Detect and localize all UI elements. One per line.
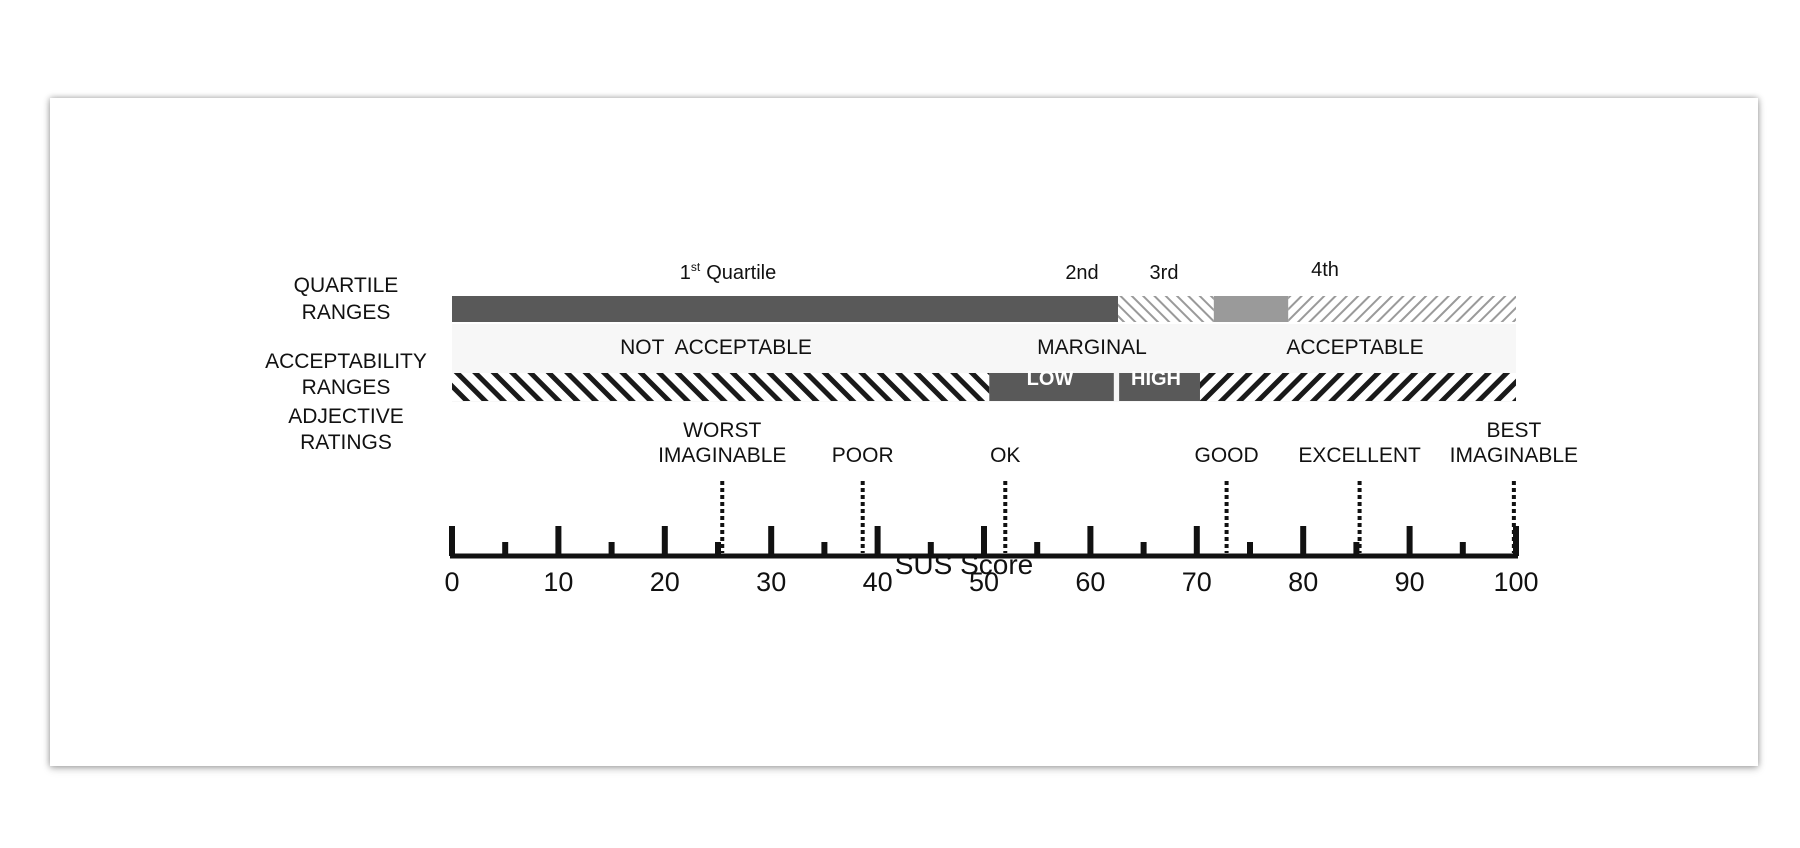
- minor-tick: [608, 542, 615, 556]
- adjective-label: IMAGINABLE: [658, 444, 786, 467]
- acceptability-bar-high: [1119, 373, 1200, 401]
- acceptability-labels: NOT ACCEPTABLE MARGINAL ACCEPTABLE: [620, 336, 1424, 359]
- quartile-4-label: 4th: [1311, 259, 1339, 281]
- quartile-bar-1st: [452, 296, 1119, 322]
- row-labels: QUARTILE RANGES ACCEPTABILITY RANGES ADJ…: [265, 274, 427, 454]
- quartile-label-line2: RANGES: [302, 301, 391, 324]
- tick-label: 20: [650, 567, 680, 597]
- tick-label: 70: [1182, 567, 1212, 597]
- quartile-3-label: 3rd: [1150, 262, 1179, 284]
- marginal-high-label: HIGH: [1131, 368, 1181, 390]
- quartile-bars: [452, 296, 1516, 322]
- adjective-label: GOOD: [1195, 444, 1259, 467]
- quartile-label-line1: QUARTILE: [294, 274, 399, 297]
- quartile-bar-2nd: [1118, 296, 1214, 322]
- minor-tick: [715, 542, 721, 556]
- acceptable-label: ACCEPTABLE: [1286, 336, 1423, 359]
- axis-title: SUS Score: [895, 549, 1034, 580]
- major-tick: [874, 526, 881, 556]
- major-tick: [768, 526, 775, 556]
- quartile-labels: 1st Quartile 2nd 3rd 4th: [680, 259, 1339, 284]
- adjective-label: EXCELLENT: [1298, 444, 1421, 467]
- figure-card: QUARTILE RANGES ACCEPTABILITY RANGES ADJ…: [50, 98, 1758, 766]
- minor-tick: [1247, 542, 1253, 556]
- acceptability-bars: [452, 324, 1516, 402]
- adjective-label: BEST: [1486, 419, 1541, 442]
- quartile-bar-3rd: [1213, 296, 1289, 322]
- major-tick: [1300, 526, 1307, 556]
- major-tick: [1406, 526, 1413, 556]
- acceptability-bar-acceptable: [1199, 373, 1516, 401]
- acceptability-bar-low: [989, 373, 1114, 401]
- acceptability-label-line2: RANGES: [302, 376, 391, 399]
- tick-label: 50: [969, 567, 999, 597]
- quartile-1-label: 1st Quartile: [680, 260, 777, 284]
- marginal-sublabels: LOW HIGH: [1027, 368, 1181, 390]
- tick-label: 0: [444, 567, 459, 597]
- tick-label: 100: [1493, 567, 1538, 597]
- minor-tick: [502, 542, 509, 556]
- not-acceptable-label: NOT ACCEPTABLE: [620, 336, 812, 359]
- marginal-label: MARGINAL: [1037, 336, 1147, 359]
- minor-tick: [821, 542, 828, 556]
- adjective-label: WORST: [683, 419, 761, 442]
- minor-tick: [1034, 542, 1041, 556]
- major-tick: [555, 526, 562, 556]
- major-tick: [661, 526, 668, 556]
- sus-axis: 0 10 20 30 40 50 60 70 80 90 100: [444, 526, 1539, 597]
- tick-label: 60: [1075, 567, 1105, 597]
- tick-label: 40: [863, 567, 893, 597]
- major-tick: [1513, 526, 1519, 556]
- major-tick: [449, 526, 455, 556]
- minor-tick: [1353, 542, 1360, 556]
- acceptability-bar-not-acceptable: [452, 373, 990, 401]
- adjective-label: IMAGINABLE: [1450, 444, 1578, 467]
- minor-tick: [1140, 542, 1147, 556]
- major-tick: [1193, 526, 1200, 556]
- adjective-label-line2: RATINGS: [300, 431, 392, 454]
- major-tick: [1087, 526, 1094, 556]
- quartile-bar-4th: [1288, 296, 1516, 322]
- tick-label: 90: [1395, 567, 1425, 597]
- adjective-label-line1: ADJECTIVE: [288, 405, 404, 428]
- acceptability-label-line1: ACCEPTABILITY: [265, 350, 427, 373]
- tick-label: 30: [756, 567, 786, 597]
- minor-tick: [927, 542, 934, 556]
- minor-tick: [1459, 542, 1466, 556]
- marginal-low-label: LOW: [1027, 368, 1074, 390]
- tick-label: 80: [1288, 567, 1318, 597]
- major-tick: [981, 526, 987, 556]
- tick-label: 10: [543, 567, 573, 597]
- sus-score-diagram: QUARTILE RANGES ACCEPTABILITY RANGES ADJ…: [265, 259, 1578, 597]
- adjective-label: OK: [990, 444, 1020, 467]
- quartile-2-label: 2nd: [1065, 262, 1098, 284]
- adjective-label: POOR: [832, 444, 894, 467]
